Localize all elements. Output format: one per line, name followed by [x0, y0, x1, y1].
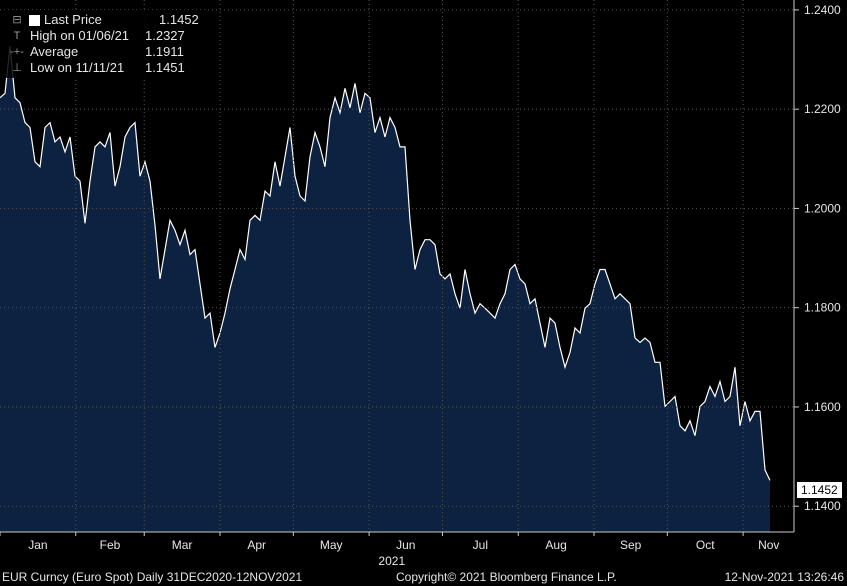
legend: ⊟ Last Price 1.1452 T High on 01/06/21 1… — [4, 10, 205, 78]
year-label: 2021 — [378, 554, 405, 568]
x-tick-label: Nov — [758, 538, 779, 552]
x-tick-label: Apr — [247, 538, 266, 552]
legend-value: 1.2327 — [145, 28, 185, 43]
price-area — [0, 46, 770, 532]
footer-security: EUR Curncy (Euro Spot) Daily 31DEC2020-1… — [2, 570, 303, 584]
high-marker-icon: T — [13, 30, 21, 42]
x-tick-label: Sep — [620, 538, 642, 552]
legend-value: 1.1911 — [145, 44, 184, 59]
average-marker-icon: -+- — [10, 46, 24, 58]
legend-value: 1.1452 — [159, 12, 199, 27]
legend-label: Low on 11/11/21 — [30, 60, 125, 75]
y-tick-label: 1.2000 — [804, 201, 841, 215]
x-tick-label: Jan — [28, 538, 47, 552]
low-marker-icon: ⊥ — [12, 62, 22, 74]
legend-item-high[interactable]: T High on 01/06/21 1.2327 — [8, 28, 199, 44]
collapse-icon[interactable]: ⊟ — [12, 14, 22, 26]
legend-label: Average — [30, 44, 79, 59]
y-tick-label: 1.1400 — [804, 499, 841, 513]
footer-timestamp: 12-Nov-2021 13:26:46 — [724, 570, 844, 584]
price-line — [0, 46, 771, 481]
square-icon — [29, 14, 40, 26]
y-tick-label: 1.1600 — [804, 400, 841, 414]
legend-item-last-price[interactable]: ⊟ Last Price 1.1452 — [8, 12, 199, 28]
x-tick-label: Oct — [696, 538, 715, 552]
x-tick-label: Jun — [396, 538, 415, 552]
y-tick-label: 1.2400 — [804, 3, 841, 17]
y-tick-label: 1.1800 — [804, 301, 841, 315]
footer-copyright: Copyright© 2021 Bloomberg Finance L.P. — [396, 570, 617, 584]
legend-item-average[interactable]: -+- Average 1.1911 — [8, 44, 199, 60]
x-tick-label: Jul — [473, 538, 488, 552]
legend-label: High on 01/06/21 — [30, 28, 130, 43]
legend-value: 1.1451 — [145, 60, 185, 75]
x-tick-label: May — [320, 538, 343, 552]
last-price-tag: 1.1452 — [797, 482, 842, 498]
x-tick-label: Feb — [100, 538, 121, 552]
legend-label: Last Price — [44, 12, 102, 27]
x-tick-label: Mar — [172, 538, 193, 552]
y-tick-label: 1.2200 — [804, 102, 841, 116]
legend-item-low[interactable]: ⊥ Low on 11/11/21 1.1451 — [8, 60, 199, 76]
x-tick-label: Aug — [545, 538, 566, 552]
